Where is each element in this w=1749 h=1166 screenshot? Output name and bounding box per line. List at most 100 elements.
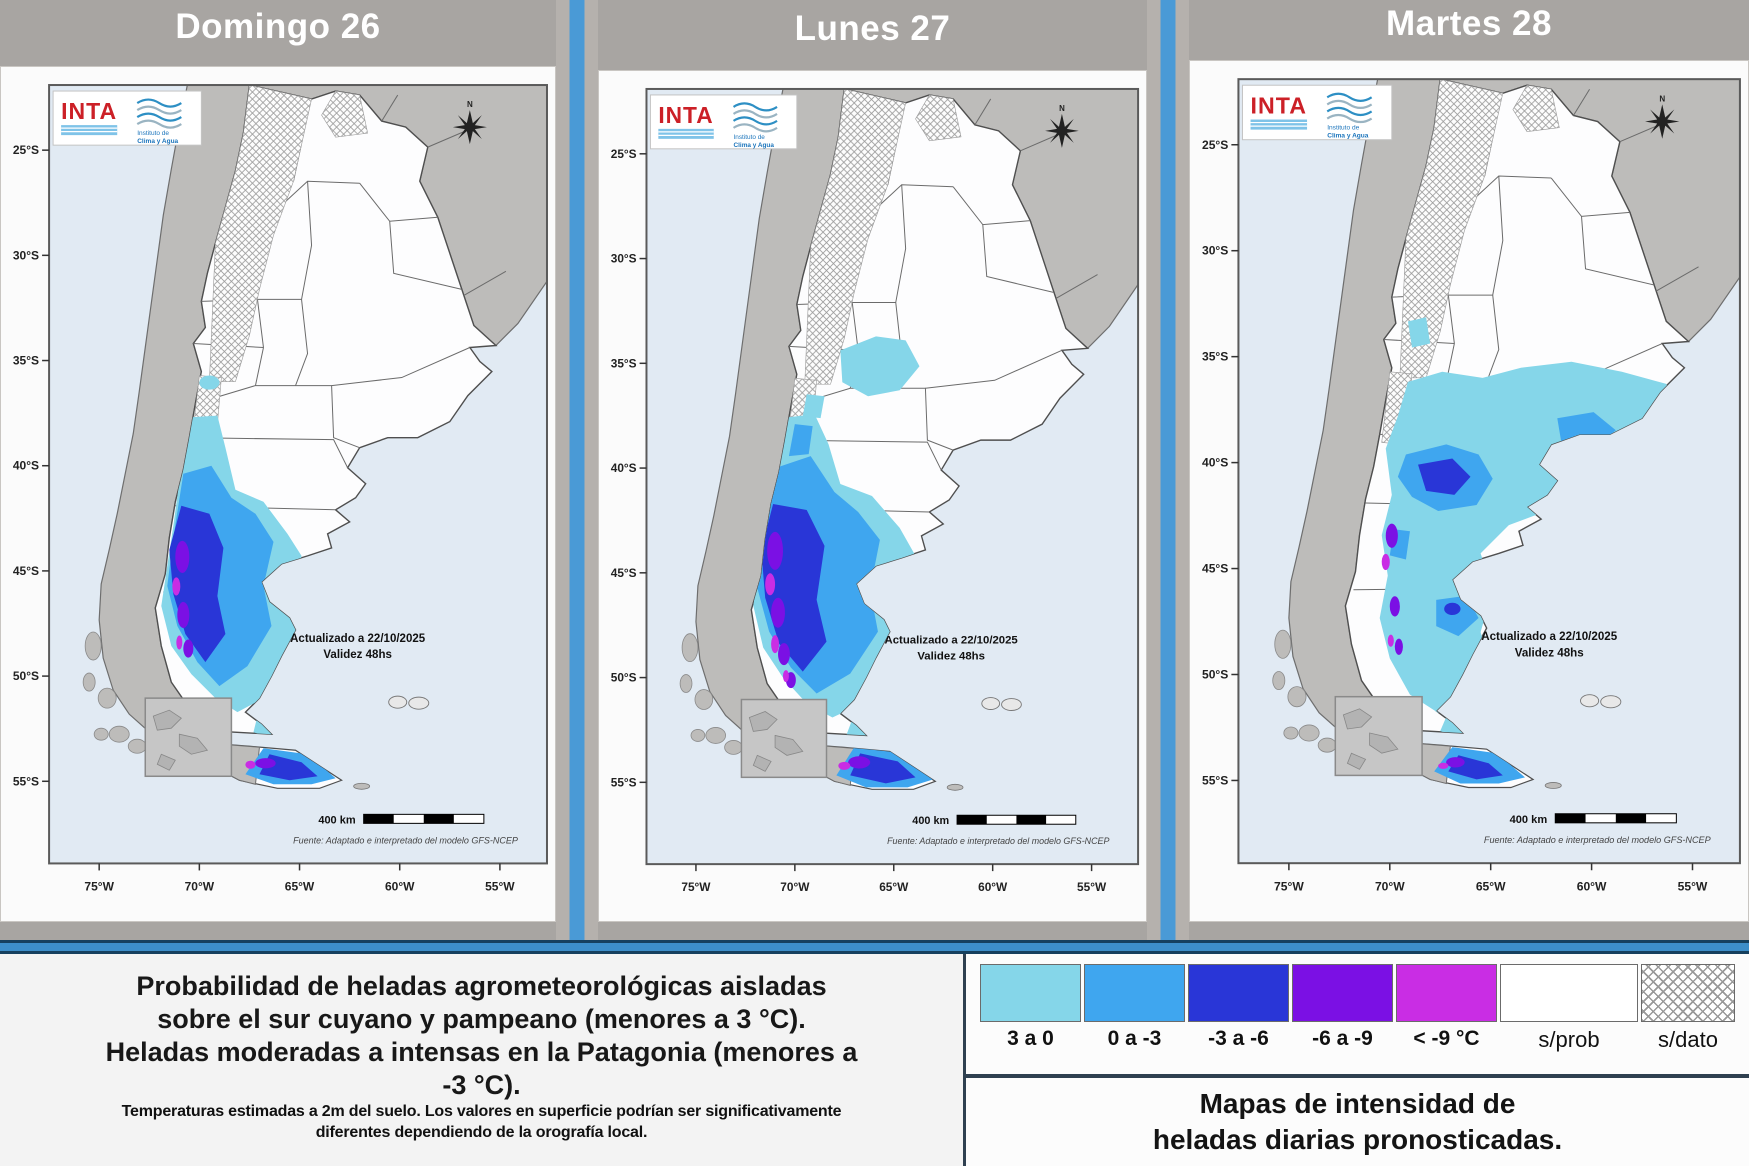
note-main-line: -3 °C). [442, 1069, 521, 1100]
instituto-line2: Clima y Agua [1327, 133, 1369, 140]
lat-tick-label: 40°S [1202, 456, 1228, 470]
updated-text-line2: Validez 48hs [323, 650, 392, 662]
instituto-line1: Instituto de [734, 134, 766, 141]
svg-text:N: N [467, 101, 473, 110]
legend-column: 3 a 0 0 a -3 -3 a -6 -6 a -9 < -9 °C s/prob s/… [963, 954, 1749, 1166]
inset-box [144, 697, 233, 778]
lon-tick-label: 60°W [978, 880, 1008, 894]
legend-labels: 3 a 0 0 a -3 -3 a -6 -6 a -9 < -9 °C s/prob s/… [980, 1027, 1735, 1053]
map-card-2: Actualizado a 22/10/2025 Validez 48hs 40… [598, 70, 1147, 922]
lat-tick-label: 30°S [611, 252, 637, 266]
inset-box [740, 698, 828, 779]
legend-swatch-s-prob [1500, 964, 1638, 1022]
frost-layer [161, 375, 336, 785]
lat-tick-label: 40°S [13, 459, 39, 473]
lat-tick-label: 35°S [1202, 350, 1228, 364]
legend-swatch-0-a-3 [1084, 964, 1185, 1022]
lat-tick-label: 40°S [611, 461, 637, 475]
lon-tick-label: 55°W [1077, 880, 1107, 894]
note-small-line: diferentes dependiendo de la orografía l… [315, 1123, 648, 1141]
lat-axis: 25°S 30°S 35°S 40°S 45°S 50°S 55°S [611, 147, 647, 789]
map-card-3: Actualizado a 22/10/2025 Validez 48hs 40… [1189, 60, 1749, 922]
scale-label: 400 km [912, 815, 949, 827]
svg-text:N: N [1659, 95, 1665, 104]
isla-estados [353, 783, 371, 791]
instituto-line2: Clima y Agua [734, 142, 775, 149]
map-frame [48, 84, 548, 865]
vertical-divider [1147, 0, 1189, 940]
lon-tick-label: 70°W [1375, 880, 1405, 894]
note-small-line: Temperaturas estimadas a 2m del suelo. L… [121, 1102, 842, 1120]
malvinas-west [981, 697, 1001, 710]
lat-tick-label: 55°S [13, 775, 39, 789]
instituto-line1: Instituto de [1327, 125, 1359, 132]
lat-tick-label: 25°S [1202, 138, 1228, 152]
lat-tick-label: 50°S [1202, 668, 1228, 682]
compass-icon: N [452, 101, 487, 145]
malvinas-east [1001, 698, 1022, 711]
maps-row: Domingo 26 Actualizado a 22/10/2025 Vali… [0, 0, 1749, 940]
isla-estados [1544, 782, 1562, 790]
map-title-1: Domingo 26 [175, 7, 381, 47]
legend-swatch--6-a-9 [1292, 964, 1393, 1022]
lat-tick-label: 45°S [611, 566, 637, 580]
caption-box: Mapas de intensidad de heladas diarias p… [966, 1078, 1749, 1166]
compass-icon: N [1645, 95, 1680, 139]
isla-estados [946, 783, 964, 791]
legend-label: s/prob [1538, 1027, 1600, 1052]
legend-swatch-3-a-0 [980, 964, 1081, 1022]
lon-axis: 75°W 70°W 65°W 60°W 55°W [681, 864, 1107, 894]
map-title-3: Martes 28 [1386, 4, 1552, 44]
source-text: Fuente: Adaptado e interpretado del mode… [1484, 835, 1711, 845]
note-main-line: sobre el sur cuyano y pampeano (menores … [157, 1003, 806, 1034]
lon-tick-label: 75°W [84, 880, 114, 894]
inta-logo-text: INTA [1251, 93, 1307, 119]
scale-label: 400 km [318, 815, 356, 827]
lon-tick-label: 60°W [1577, 880, 1607, 894]
lat-tick-label: 45°S [13, 564, 39, 578]
map-interior: Actualizado a 22/10/2025 Validez 48hs 40… [49, 85, 547, 864]
lon-tick-label: 65°W [285, 880, 315, 894]
inset-box [1334, 696, 1423, 777]
map-panel-1: Domingo 26 Actualizado a 22/10/2025 Vali… [0, 0, 556, 940]
compass-icon: N [1045, 104, 1079, 148]
forecast-notes: Probabilidad de heladas agrometeorológic… [0, 954, 963, 1166]
inta-logo: INTA Instituto de Clima y Agua [52, 91, 202, 147]
legend-label: -3 a -6 [1208, 1027, 1269, 1050]
lat-tick-label: 45°S [1202, 562, 1228, 576]
lat-tick-label: 50°S [611, 671, 637, 685]
updated-text-line2: Validez 48hs [917, 651, 985, 663]
lat-tick-label: 35°S [611, 356, 637, 370]
legend-swatches [980, 964, 1735, 1022]
legend-label: < -9 °C [1413, 1027, 1480, 1050]
clima-agua-waves [1326, 92, 1373, 124]
lat-tick-label: 50°S [13, 670, 39, 684]
updated-text-line1: Actualizado a 22/10/2025 [885, 635, 1019, 647]
lon-tick-label: 55°W [485, 880, 515, 894]
instituto-line2: Clima y Agua [137, 139, 178, 146]
legend-label: 0 a -3 [1107, 1027, 1162, 1050]
map-frame [645, 87, 1140, 866]
instituto-line1: Instituto de [137, 131, 169, 138]
caption-line-2: heladas diarias pronosticadas. [1152, 1124, 1563, 1155]
lat-tick-label: 35°S [13, 354, 39, 368]
lat-tick-label: 25°S [611, 147, 637, 161]
map-frame [1237, 78, 1741, 865]
map-panel-2: Lunes 27 Actualizado a 22/10/2025 Valide… [598, 0, 1147, 940]
map-title-2: Lunes 27 [794, 9, 951, 48]
forecast-map: Actualizado a 22/10/2025 Validez 48hs 40… [1202, 78, 1741, 894]
lon-tick-label: 65°W [1476, 880, 1506, 894]
lon-tick-label: 75°W [681, 880, 711, 894]
horizontal-divider-bar [0, 940, 1749, 954]
legend-swatch-s-dato [1641, 964, 1735, 1022]
lon-tick-label: 70°W [780, 880, 810, 894]
lon-tick-label: 65°W [879, 880, 909, 894]
source-text: Fuente: Adaptado e interpretado del mode… [887, 836, 1109, 846]
legend-label: s/dato [1658, 1027, 1718, 1052]
lon-tick-label: 55°W [1678, 880, 1708, 894]
note-main-line: Probabilidad de heladas agrometeorológic… [136, 971, 827, 1001]
frost-layer [753, 336, 934, 788]
map-interior: Actualizado a 22/10/2025 Validez 48hs 40… [646, 88, 1139, 865]
forecast-map: Actualizado a 22/10/2025 Validez 48hs 40… [13, 84, 548, 894]
